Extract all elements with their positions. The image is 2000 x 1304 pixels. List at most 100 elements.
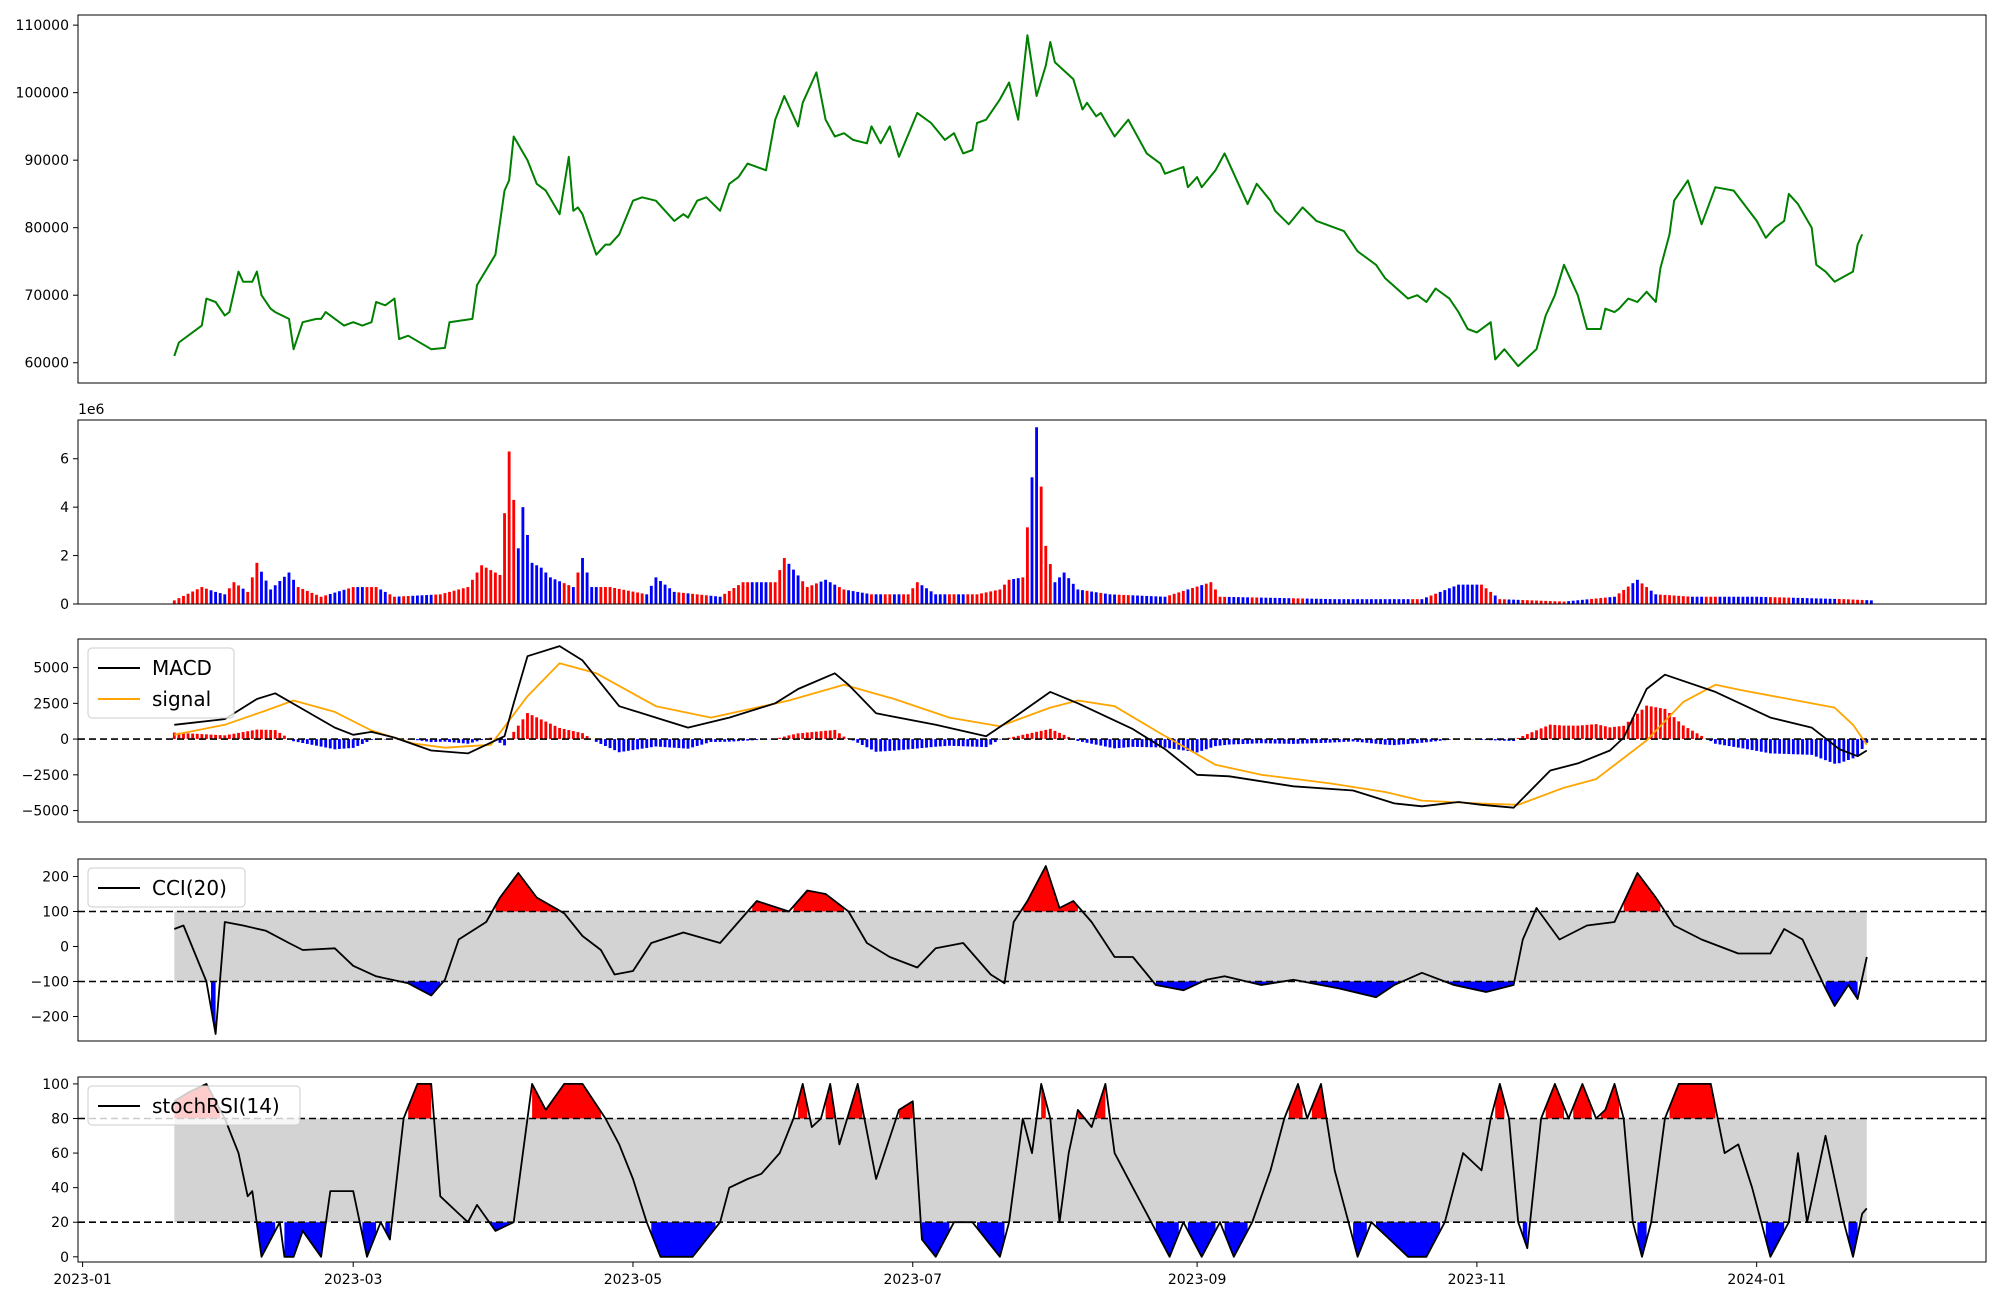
volume-bar [998, 589, 1001, 604]
volume-bar [962, 594, 965, 604]
volume-bar [989, 591, 992, 604]
y-tick-label: 60000 [24, 356, 69, 372]
macd-histogram-bar [930, 739, 933, 747]
volume-bar [705, 595, 708, 604]
volume-bar [783, 558, 786, 604]
volume-bar [1535, 601, 1538, 604]
volume-bar [957, 594, 960, 604]
macd-histogram-bar [673, 739, 676, 748]
volume-bar [1081, 590, 1084, 604]
macd-histogram-bar [687, 739, 690, 749]
macd-histogram-bar [1572, 726, 1575, 739]
macd-histogram-bar [1416, 739, 1419, 743]
volume-bar [439, 594, 442, 604]
macd-histogram-bar [1274, 739, 1277, 743]
macd-histogram-bar [1654, 707, 1657, 739]
volume-bar [939, 594, 942, 604]
cci-oversold-fill [1307, 982, 1399, 998]
volume-bar [861, 593, 864, 604]
macd-histogram-bar [503, 739, 506, 745]
macd-histogram-bar [448, 739, 451, 742]
volume-bar [1751, 597, 1754, 604]
macd-histogram-bar [1755, 739, 1758, 751]
volume-bar [1471, 585, 1474, 604]
volume-bar [1719, 597, 1722, 604]
volume-bar [810, 585, 813, 604]
volume-bar [329, 594, 332, 604]
macd-histogram-bar [577, 732, 580, 739]
macd-histogram-bar [948, 739, 951, 746]
macd-histogram-bar [242, 732, 245, 739]
volume-bar [237, 585, 240, 604]
macd-histogram-bar [645, 739, 648, 748]
macd-histogram-bar [1021, 735, 1024, 739]
macd-histogram-bar [572, 731, 575, 739]
volume-bar [1393, 599, 1396, 604]
macd-histogram-bar [1760, 739, 1763, 752]
macd-histogram-bar [696, 739, 699, 746]
volume-bar [338, 591, 341, 604]
volume-bar [517, 548, 520, 604]
volume-bar [1416, 599, 1419, 604]
volume-bar [609, 587, 612, 604]
macd-histogram-bar [237, 733, 240, 739]
volume-bar [1425, 597, 1428, 604]
volume-bar [554, 579, 557, 604]
volume-bar [572, 587, 575, 604]
macd-histogram-bar [329, 739, 332, 748]
volume-bar [1324, 599, 1327, 604]
volume-bar [1636, 580, 1639, 604]
macd-histogram-bar [907, 739, 910, 749]
volume-bar [1783, 598, 1786, 604]
macd-histogram-bar [1595, 724, 1598, 739]
macd-line [174, 646, 1867, 808]
macd-histogram-bar [609, 739, 612, 748]
volume-bar [1852, 600, 1855, 604]
volume-bar [508, 451, 511, 604]
volume-bar [1205, 584, 1208, 604]
stochrsi-oversold-fill [1637, 1222, 1646, 1257]
macd-histogram-bar [989, 739, 992, 745]
volume-bar [196, 589, 199, 604]
macd-histogram-bar [1398, 739, 1401, 745]
volume-bar [480, 565, 483, 604]
x-tick-label: 2023-11 [1448, 1272, 1507, 1288]
volume-bar [898, 594, 901, 604]
macd-histogram-bar [943, 739, 946, 746]
macd-histogram-bar [797, 733, 800, 739]
volume-bar [632, 592, 635, 604]
volume-bar [531, 563, 534, 604]
volume-bar [1136, 596, 1139, 604]
volume-bar [1755, 597, 1758, 604]
macd-histogram-bar [356, 739, 359, 746]
volume-bar [1031, 477, 1034, 604]
macd-histogram-bar [884, 739, 887, 751]
macd-histogram-bar [1095, 739, 1098, 745]
volume-bar [971, 594, 974, 604]
volume-bar [801, 581, 804, 604]
macd-histogram-bar [567, 730, 570, 739]
volume-bar [677, 592, 680, 604]
volume-bar [416, 596, 419, 604]
volume-bar [361, 587, 364, 604]
macd-histogram-bar [1168, 739, 1171, 748]
volume-bar [888, 594, 891, 604]
volume-bar [1342, 599, 1345, 604]
macd-histogram-bar [691, 739, 694, 747]
volume-bar [453, 591, 456, 604]
volume-bar [1618, 593, 1621, 604]
macd-histogram-bar [233, 734, 236, 739]
volume-bar [1434, 594, 1437, 604]
macd-histogram-bar [1127, 739, 1130, 747]
macd-histogram-bar [517, 726, 520, 739]
volume-bar [1264, 598, 1267, 604]
volume-bar [1682, 596, 1685, 604]
volume-bar [549, 577, 552, 604]
volume-bar [1260, 598, 1263, 604]
macd-histogram-bar [563, 729, 566, 739]
volume-bar [723, 594, 726, 604]
volume-bar [1631, 583, 1634, 604]
volume-bar [1512, 600, 1515, 604]
volume-bar [200, 587, 203, 604]
macd-histogram-bar [306, 739, 309, 744]
